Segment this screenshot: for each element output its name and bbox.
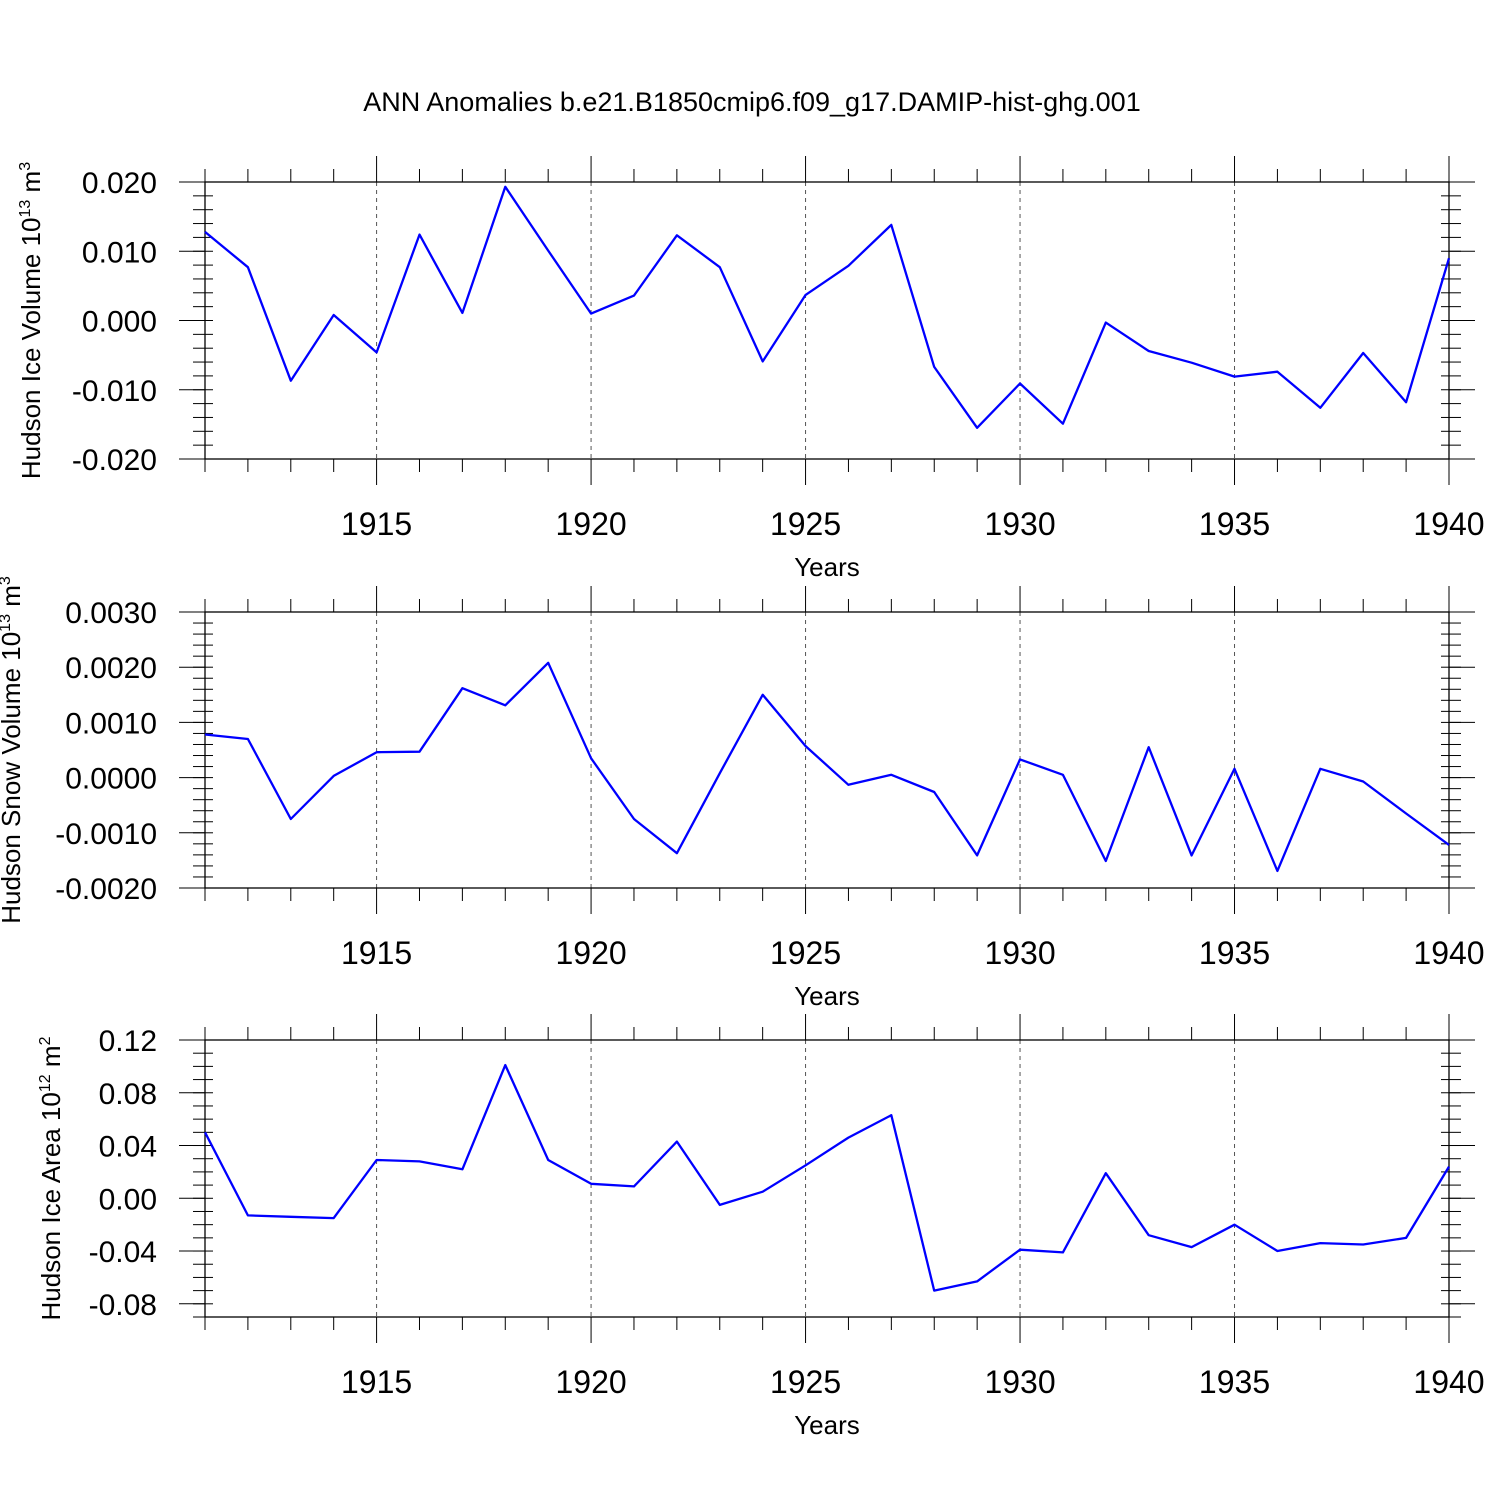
x-tick-label: 1925 (770, 1364, 841, 1400)
y-axis-label: Hudson Ice Area 1012 m2 (36, 1036, 66, 1320)
series-line (204, 185, 1451, 429)
x-tick-label: 1935 (1199, 1364, 1270, 1400)
x-tick-label: 1915 (341, 1364, 412, 1400)
y-axis-label: Hudson Snow Volume 1013 m3 (0, 576, 26, 924)
x-tick-label: 1925 (770, 506, 841, 542)
y-tick-label: 0.08 (99, 1078, 157, 1111)
x-tick-label: 1915 (341, 506, 412, 542)
x-tick-label: 1940 (1413, 506, 1484, 542)
y-tick-label: 0.0030 (65, 597, 157, 630)
x-tick-label: 1920 (555, 506, 626, 542)
panel-3: 0.12 0.08 0.04 0.00 -0.04 -0.08 1915 1920 1925 19… (36, 1014, 1485, 1440)
plot-frame (204, 181, 1450, 460)
x-axis-label: Years (794, 1410, 860, 1440)
y-tick-label: 0.0010 (65, 707, 157, 740)
y-tick-label: -0.04 (89, 1236, 157, 1269)
x-tick-label: 1920 (555, 935, 626, 971)
x-axis-label: Years (794, 552, 860, 582)
y-tick-label: 0.12 (99, 1025, 157, 1058)
y-tick-label: 0.010 (82, 236, 157, 269)
y-tick-label: 0.020 (82, 167, 157, 200)
y-tick-label: 0.000 (82, 306, 157, 339)
chart-title: ANN Anomalies b.e21.B1850cmip6.f09_g17.D… (363, 87, 1140, 117)
plot-frame (204, 1039, 1450, 1318)
y-tick-label: 0.0000 (65, 763, 157, 796)
x-axis-label: Years (794, 981, 860, 1011)
y-tick-label: -0.08 (89, 1289, 157, 1322)
y-tick-label: 0.04 (99, 1131, 157, 1164)
panels: 0.020 0.010 0.000 -0.010 -0.020 1915 1920 1925 1… (0, 156, 1485, 1440)
series-line (203, 1063, 1450, 1292)
x-tick-label: 1915 (341, 935, 412, 971)
x-tick-label: 1940 (1413, 935, 1484, 971)
panel-2: 0.0030 0.0020 0.0010 0.0000 -0.0010 -0.0020 19… (0, 576, 1485, 1011)
x-tick-label: 1930 (984, 1364, 1055, 1400)
y-tick-label: 0.00 (99, 1183, 157, 1216)
panel-1: 0.020 0.010 0.000 -0.010 -0.020 1915 1920 1925 1… (16, 156, 1485, 582)
y-axis-label: Hudson Ice Volume 1013 m3 (16, 162, 46, 479)
plot-frame (204, 611, 1450, 889)
y-tick-label: -0.020 (72, 444, 157, 477)
x-tick-label: 1920 (555, 1364, 626, 1400)
x-tick-label: 1930 (984, 506, 1055, 542)
y-tick-label: 0.0020 (65, 652, 157, 685)
y-tick-label: -0.0010 (55, 818, 157, 851)
y-tick-label: -0.010 (72, 375, 157, 408)
x-tick-label: 1930 (984, 935, 1055, 971)
y-tick-label: -0.0020 (55, 873, 157, 906)
x-tick-label: 1935 (1199, 935, 1270, 971)
x-tick-label: 1925 (770, 935, 841, 971)
series-line (204, 661, 1450, 873)
x-tick-label: 1940 (1413, 1364, 1484, 1400)
x-tick-label: 1935 (1199, 506, 1270, 542)
